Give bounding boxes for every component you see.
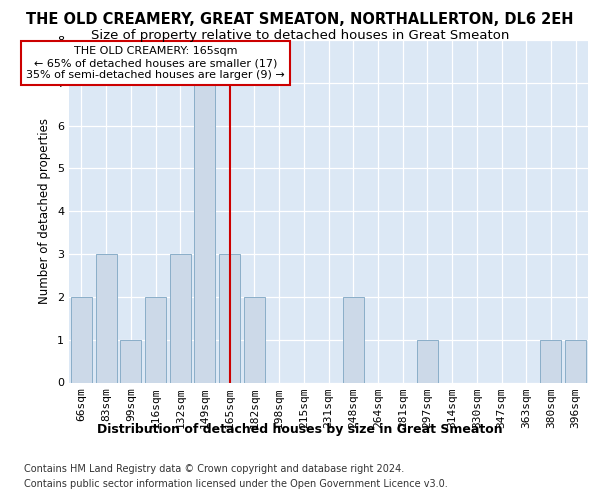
Bar: [71, 297, 92, 382]
Text: Contains HM Land Registry data © Crown copyright and database right 2024.: Contains HM Land Registry data © Crown c…: [24, 464, 404, 474]
Text: Size of property relative to detached houses in Great Smeaton: Size of property relative to detached ho…: [91, 29, 509, 42]
Bar: [120, 340, 141, 382]
Bar: [565, 340, 586, 382]
Bar: [194, 83, 215, 382]
Bar: [541, 340, 562, 382]
Bar: [417, 340, 438, 382]
Bar: [219, 254, 240, 382]
Bar: [170, 254, 191, 382]
Text: Contains public sector information licensed under the Open Government Licence v3: Contains public sector information licen…: [24, 479, 448, 489]
Y-axis label: Number of detached properties: Number of detached properties: [38, 118, 52, 304]
Text: THE OLD CREAMERY: 165sqm
← 65% of detached houses are smaller (17)
35% of semi-d: THE OLD CREAMERY: 165sqm ← 65% of detach…: [26, 46, 285, 80]
Text: THE OLD CREAMERY, GREAT SMEATON, NORTHALLERTON, DL6 2EH: THE OLD CREAMERY, GREAT SMEATON, NORTHAL…: [26, 12, 574, 28]
Text: Distribution of detached houses by size in Great Smeaton: Distribution of detached houses by size …: [97, 422, 503, 436]
Bar: [145, 297, 166, 382]
Bar: [343, 297, 364, 382]
Bar: [244, 297, 265, 382]
Bar: [95, 254, 116, 382]
